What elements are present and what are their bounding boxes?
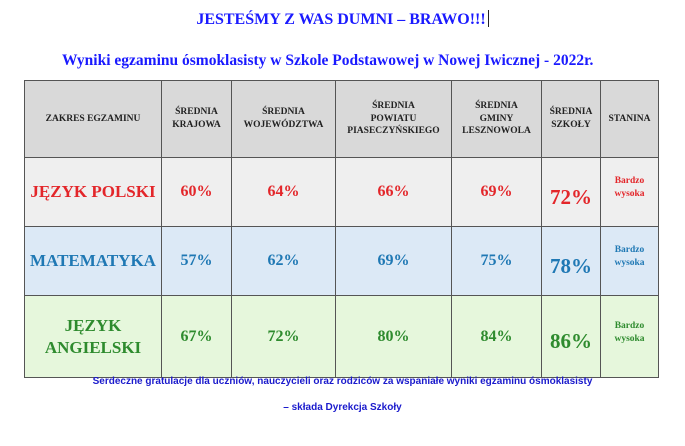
results-table: ZAKRES EGZAMINU ŚREDNIA KRAJOWA ŚREDNIA … [24,80,659,378]
table-header-row: ZAKRES EGZAMINU ŚREDNIA KRAJOWA ŚREDNIA … [24,80,659,158]
gminy-cell: 69% [451,157,542,227]
wojewodztwa-cell: 72% [231,295,336,378]
stanina-cell: Bardzo wysoka [600,157,659,227]
header-zakres: ZAKRES EGZAMINU [24,80,162,158]
powiatu-cell: 66% [335,157,452,227]
subject-cell: MATEMATYKA [24,226,162,296]
szkoly-cell: 86% [541,295,601,378]
krajowa-cell: 67% [161,295,232,378]
header-krajowa: ŚREDNIA KRAJOWA [161,80,232,158]
table-row: JĘZYK ANGIELSKI 67% 72% 80% 84% 86% Bard… [24,295,659,378]
gminy-cell: 75% [451,226,542,296]
subtitle: Wyniki egzaminu ósmoklasisty w Szkole Po… [62,52,594,69]
krajowa-cell: 57% [161,226,232,296]
szkoly-cell: 72% [541,157,601,227]
wojewodztwa-cell: 64% [231,157,336,227]
text-cursor [487,10,489,27]
powiatu-cell: 69% [335,226,452,296]
header-szkoly: ŚREDNIA SZKOŁY [541,80,601,158]
signature-text: – składa Dyrekcja Szkoły [283,402,402,413]
stanina-cell: Bardzo wysoka [600,226,659,296]
subject-cell: JĘZYK POLSKI [24,157,162,227]
header-gminy: ŚREDNIA GMINY LESZNOWOLA [451,80,542,158]
stanina-cell: Bardzo wysoka [600,295,659,378]
krajowa-cell: 60% [161,157,232,227]
table-row: MATEMATYKA 57% 62% 69% 75% 78% Bardzo wy… [24,226,659,296]
wojewodztwa-cell: 62% [231,226,336,296]
powiatu-cell: 80% [335,295,452,378]
headline-text: JESTEŚMY Z WAS DUMNI – BRAWO!!! [196,11,486,28]
subject-cell: JĘZYK ANGIELSKI [24,295,162,378]
header-stanina: STANINA [600,80,659,158]
szkoly-cell: 78% [541,226,601,296]
header-wojewodztwa: ŚREDNIA WOJEWÓDZTWA [231,80,336,158]
headline: JESTEŚMY Z WAS DUMNI – BRAWO!!! [0,10,685,29]
table-row: JĘZYK POLSKI 60% 64% 66% 69% 72% Bardzo … [24,157,659,227]
gminy-cell: 84% [451,295,542,378]
congratulations-text: Serdeczne gratulacje dla uczniów, nauczy… [92,376,593,387]
header-powiatu: ŚREDNIA POWIATU PIASECZYŃSKIEGO [335,80,452,158]
